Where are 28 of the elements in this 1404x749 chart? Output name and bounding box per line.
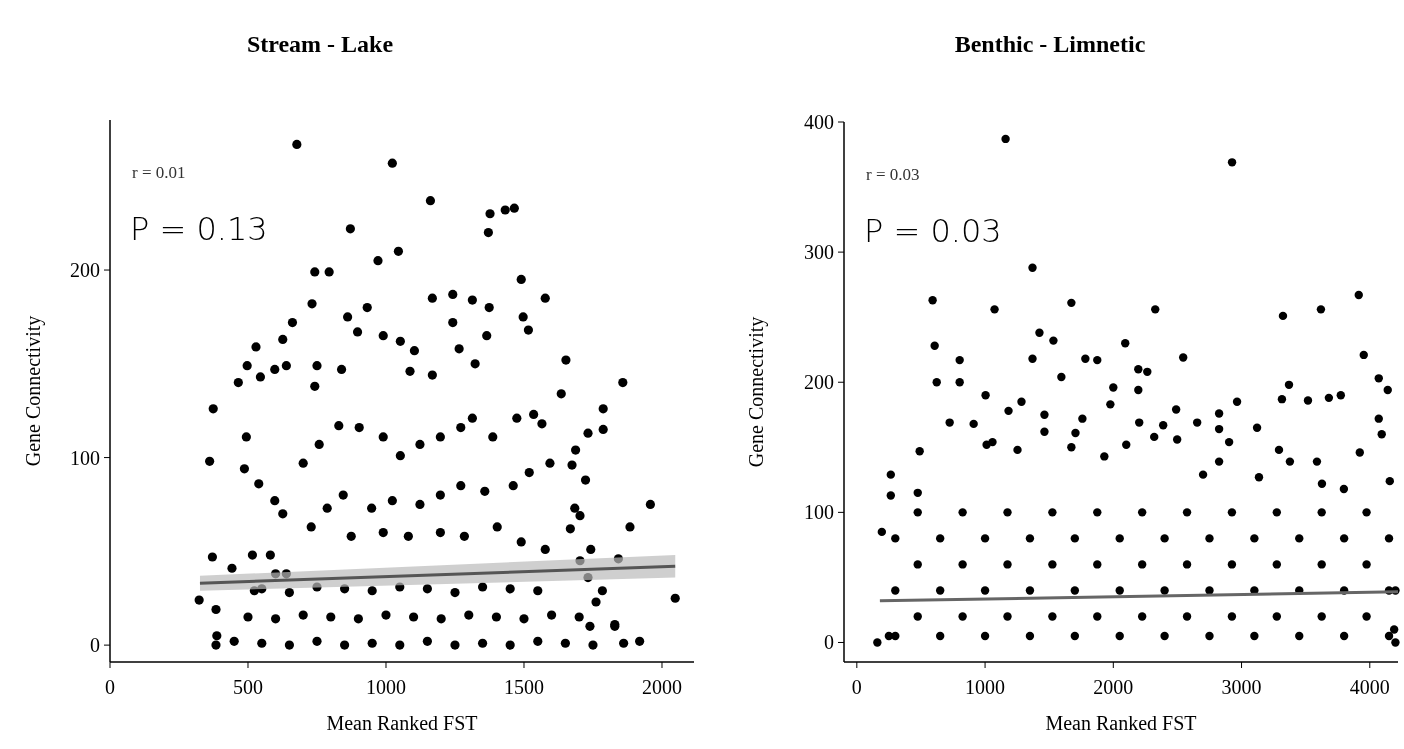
annotation: P = 0.13 <box>130 210 268 248</box>
y-tick-label: 200 <box>70 259 100 282</box>
x-tick-label: 0 <box>105 676 115 698</box>
y-tick-label: 0 <box>90 634 100 657</box>
x-tick-label: 4000 <box>1349 676 1390 698</box>
y-tick-label: 200 <box>804 371 834 394</box>
x-axis-title: Mean Ranked FST <box>1045 712 1197 734</box>
chart-title: Benthic - Limnetic <box>954 31 1146 57</box>
y-tick-label: 0 <box>824 631 834 654</box>
y-tick-label: 400 <box>804 111 834 133</box>
y-tick-label: 300 <box>804 241 834 264</box>
y-tick-label: 100 <box>804 501 834 524</box>
x-tick-label: 1500 <box>503 676 544 698</box>
x-tick-label: 1000 <box>965 676 1006 698</box>
x-tick-label: 2000 <box>1093 676 1134 698</box>
y-axis-title: Gene Connectivity <box>22 315 45 467</box>
x-tick-label: 0 <box>851 676 862 698</box>
annotation: r = 0.03 <box>866 165 920 184</box>
annotation: P = 0.03 <box>864 212 1002 250</box>
y-tick-label: 100 <box>70 446 100 469</box>
x-tick-label: 2000 <box>641 676 682 698</box>
x-tick-label: 3000 <box>1221 676 1262 698</box>
annotation: r = 0.01 <box>132 163 186 182</box>
x-axis-title: Mean Ranked FST <box>326 712 478 734</box>
x-tick-label: 1000 <box>365 676 406 698</box>
chart-title: Stream - Lake <box>246 31 394 57</box>
x-tick-label: 500 <box>233 676 263 698</box>
y-axis-title: Gene Connectivity <box>745 316 768 468</box>
